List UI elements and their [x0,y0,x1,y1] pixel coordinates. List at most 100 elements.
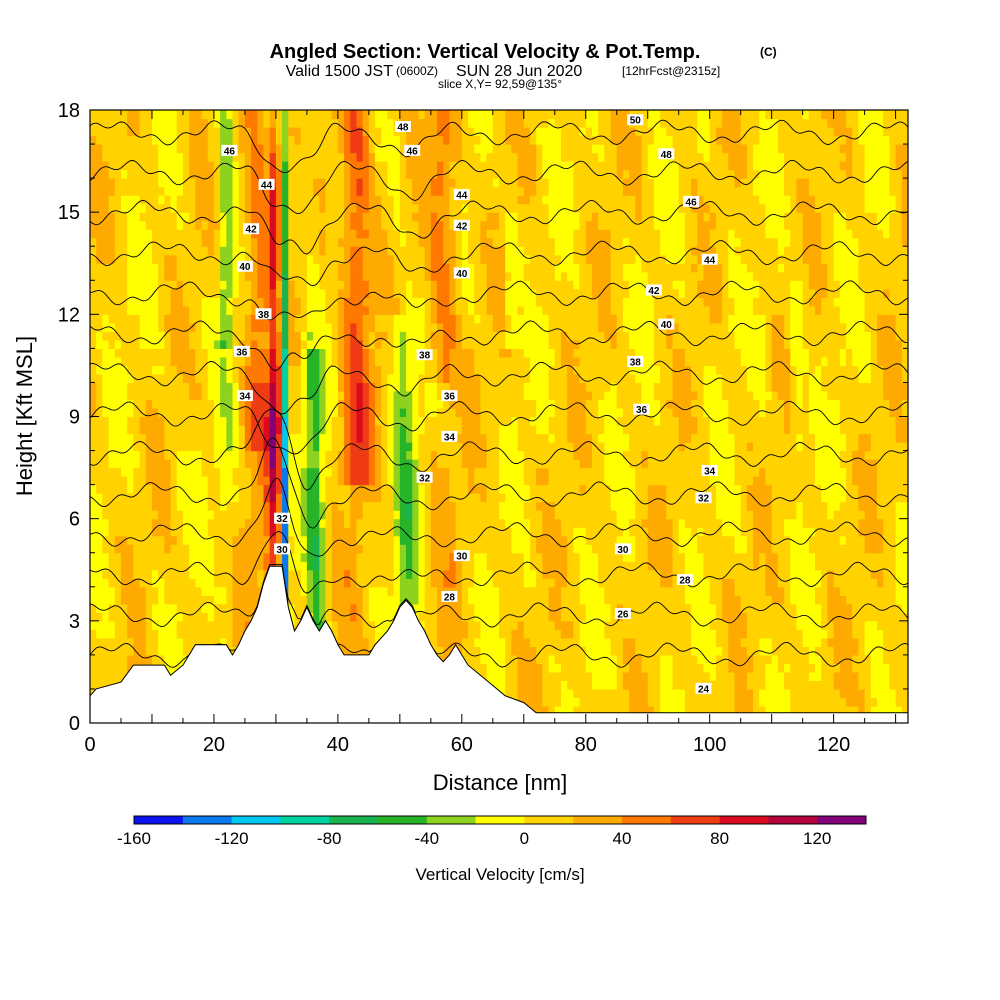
velocity-cell [337,314,345,324]
velocity-cell [474,322,482,332]
velocity-cell [213,425,221,435]
velocity-cell [170,484,178,494]
velocity-cell [164,356,172,367]
velocity-cell [120,552,128,562]
velocity-cell [331,382,339,392]
velocity-cell [430,527,438,537]
velocity-cell [102,186,110,196]
velocity-cell [468,620,475,630]
velocity-cell [257,212,265,222]
velocity-cell [511,127,519,137]
velocity-cell [207,603,215,613]
velocity-cell [362,161,370,171]
velocity-cell [424,459,432,469]
velocity-cell [430,314,438,324]
velocity-cell [362,254,370,264]
velocity-cell [244,586,252,596]
velocity-cell [331,407,339,418]
velocity-cell [480,365,488,375]
velocity-cell [449,476,457,486]
velocity-cell [133,314,141,324]
velocity-cell [430,493,438,503]
valid-date-label: SUN 28 Jun 2020 [456,63,582,80]
velocity-cell [102,305,110,315]
velocity-cell [480,663,488,673]
velocity-cell [244,476,252,486]
velocity-cell [232,493,240,503]
velocity-cell [207,314,215,324]
velocity-cell [313,356,320,367]
velocity-cell [375,237,382,247]
velocity-cell [244,356,252,367]
velocity-cell [120,271,128,281]
velocity-cell [306,322,314,332]
velocity-cell [455,442,463,452]
velocity-cell [368,118,376,128]
velocity-cell [368,629,376,639]
velocity-cell [505,578,512,588]
velocity-cell [344,612,351,622]
velocity-cell [120,501,128,511]
velocity-cell [189,467,196,477]
velocity-cell [257,331,265,341]
velocity-cell [511,331,519,341]
velocity-cell [461,518,469,528]
velocity-cell [337,365,345,375]
velocity-cell [480,518,488,528]
velocity-cell [461,127,469,137]
velocity-cell [232,467,240,477]
velocity-cell [350,450,358,460]
velocity-cell [139,407,147,418]
velocity-cell [90,620,97,630]
velocity-cell [368,561,376,571]
velocity-cell [244,339,252,349]
velocity-cell [381,195,389,205]
velocity-cell [437,220,444,230]
velocity-cell [306,297,314,307]
velocity-cell [164,484,172,494]
velocity-cell [511,510,519,520]
velocity-cell [244,518,252,528]
velocity-cell [213,518,221,528]
velocity-cell [232,561,240,571]
velocity-cell [362,348,370,358]
velocity-cell [474,297,482,307]
velocity-cell [393,603,401,613]
velocity-cell [139,552,147,562]
velocity-cell [313,433,320,443]
velocity-cell [90,459,97,469]
velocity-cell [486,425,494,435]
velocity-cell [257,510,265,520]
velocity-cell [151,459,159,469]
velocity-cell [189,620,196,630]
velocity-cell [238,195,246,205]
velocity-cell [263,416,271,426]
velocity-cell [511,493,519,503]
velocity-cell [387,510,395,520]
velocity-cell [201,186,209,196]
velocity-cell [461,442,469,452]
velocity-cell [412,595,420,605]
velocity-cell [499,365,506,375]
velocity-cell [306,501,314,511]
velocity-cell [294,425,302,435]
velocity-cell [337,390,345,401]
velocity-cell [114,356,122,367]
velocity-cell [207,203,215,213]
velocity-cell [102,425,110,435]
velocity-cell [362,467,370,477]
velocity-cell [356,518,364,528]
velocity-cell [102,212,110,222]
velocity-cell [306,203,314,213]
velocity-cell [344,365,351,375]
velocity-cell [356,178,364,188]
velocity-cell [461,229,469,239]
velocity-cell [102,254,110,264]
velocity-cell [337,186,345,196]
velocity-cell [331,144,339,154]
velocity-cell [226,629,234,639]
velocity-cell [96,416,103,426]
velocity-cell [344,510,351,520]
velocity-cell [381,442,389,452]
velocity-cell [375,390,382,401]
